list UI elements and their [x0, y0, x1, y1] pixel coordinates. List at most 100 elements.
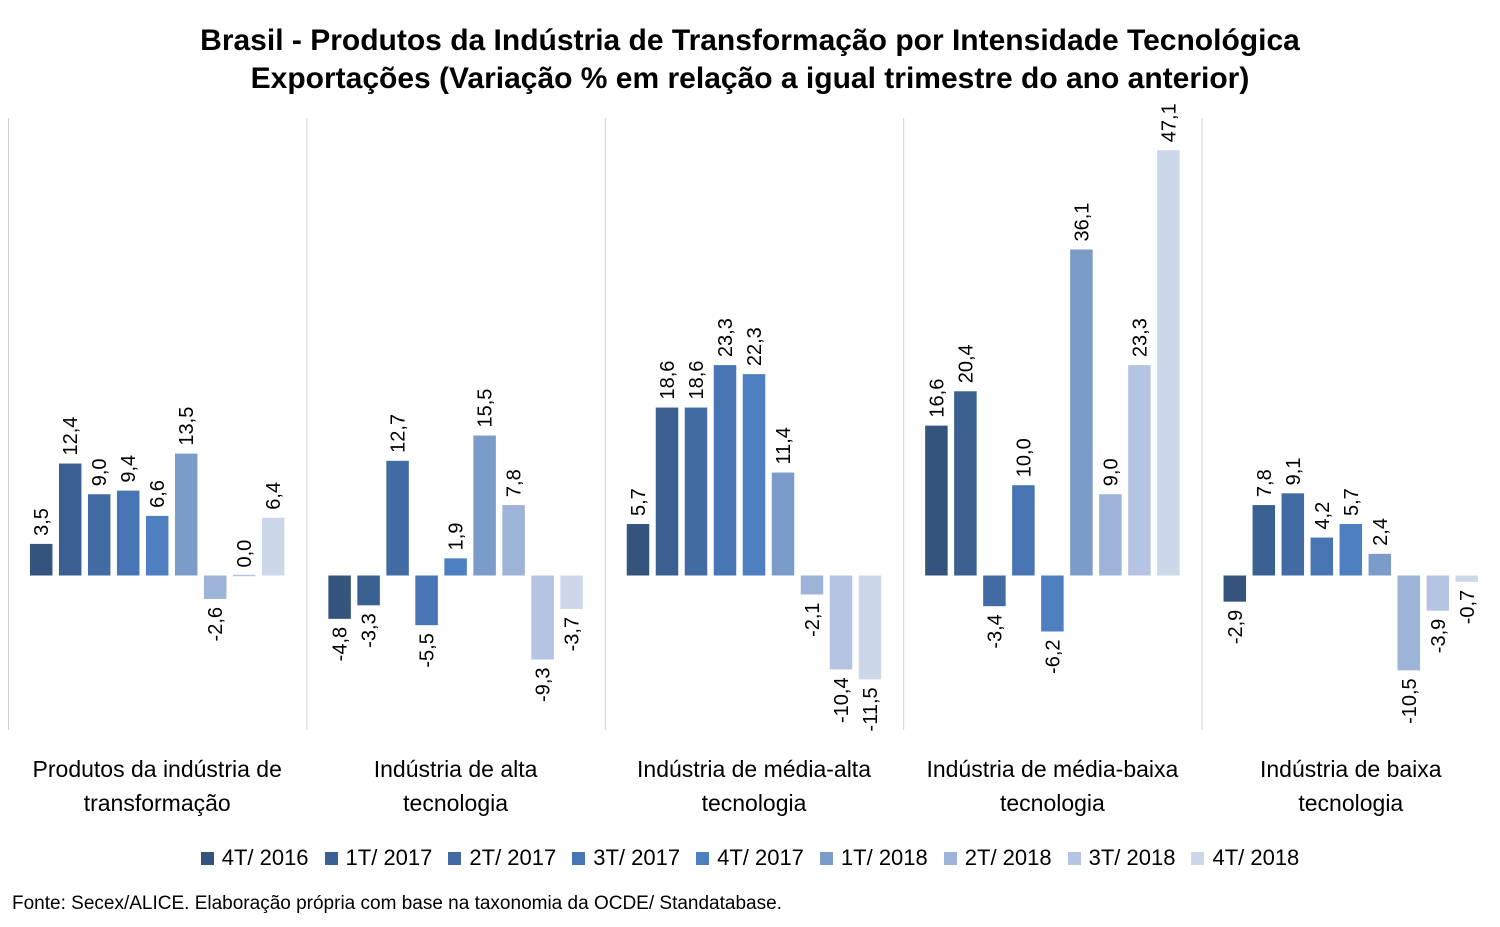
legend-label: 2T/ 2018 [964, 845, 1052, 870]
data-label: 23,3 [1129, 318, 1151, 357]
data-label: 20,4 [955, 344, 977, 383]
legend-swatch [572, 851, 586, 865]
bar [771, 472, 795, 576]
legend-label: 1T/ 2017 [345, 845, 433, 870]
bar [858, 575, 882, 680]
legend-label: 1T/ 2018 [840, 845, 928, 870]
data-label: -2,9 [1225, 610, 1247, 644]
legend-item: 2T/ 2017 [448, 845, 556, 871]
data-label: 7,8 [504, 469, 526, 497]
data-label: 11,4 [773, 427, 795, 464]
source-note: Fonte: Secex/ALICE. Elaboração própria c… [12, 893, 782, 914]
legend-label: 3T/ 2018 [1088, 845, 1176, 870]
bar [983, 575, 1006, 607]
data-label: 13,5 [176, 407, 198, 446]
legend-label: 2T/ 2017 [469, 845, 557, 870]
category-label: Indústria de média-baixa [926, 756, 1178, 782]
category-label: Indústria de média-alta [637, 756, 871, 782]
data-label: 7,8 [1254, 469, 1276, 497]
data-label: 23,3 [715, 318, 737, 357]
data-label: 16,6 [926, 379, 948, 418]
data-label: -3,4 [984, 614, 1006, 648]
bar [1397, 575, 1421, 671]
category-label: tecnologia [1298, 790, 1403, 816]
bar [386, 460, 409, 576]
bar [1157, 150, 1180, 576]
legend-label: 4T/ 2017 [717, 845, 804, 870]
bar [473, 435, 496, 576]
bar [261, 517, 285, 576]
data-label: 47,1 [1158, 103, 1180, 142]
legend-item: 3T/ 2017 [572, 845, 680, 871]
bar [684, 407, 708, 576]
bar [87, 494, 111, 576]
bar [502, 505, 525, 576]
legend-item: 3T/ 2018 [1067, 845, 1176, 871]
legend-label: 4T/ 2016 [221, 845, 309, 870]
legend-label: 4T/ 2018 [1212, 845, 1300, 870]
data-label: -3,9 [1428, 619, 1450, 653]
bar [1426, 575, 1450, 611]
data-label: 5,7 [1341, 488, 1363, 516]
data-label: -9,3 [533, 667, 555, 701]
data-label: 2,4 [1370, 518, 1392, 546]
bar [1041, 575, 1064, 632]
data-label: -11,5 [860, 687, 882, 731]
legend-item: 2T/ 2018 [943, 845, 1052, 871]
data-label: 15,5 [475, 389, 497, 428]
data-label: 36,1 [1071, 203, 1093, 242]
bar [1252, 505, 1276, 576]
bar [357, 575, 380, 606]
data-label: 12,7 [388, 414, 410, 453]
category-label: transformação [84, 790, 231, 816]
legend-swatch [324, 851, 338, 865]
bar [742, 374, 766, 576]
data-label: 10,0 [1013, 438, 1035, 477]
bar [626, 524, 650, 576]
category-label: Indústria de baixa [1260, 756, 1442, 782]
data-label: 9,0 [1100, 458, 1122, 486]
data-label: -6,2 [1042, 639, 1064, 673]
data-label: -3,3 [359, 613, 381, 647]
legend-swatch [1067, 851, 1081, 865]
bar [954, 391, 977, 576]
bar [232, 574, 256, 577]
bar [1070, 249, 1093, 576]
bar [1455, 575, 1479, 582]
bar [444, 558, 467, 576]
category-label: tecnologia [1000, 790, 1105, 816]
data-label: -10,4 [831, 677, 853, 723]
data-label: 3,5 [31, 508, 53, 536]
category-label: Indústria de alta [374, 756, 538, 782]
bar [58, 463, 82, 576]
data-label: -5,5 [417, 633, 439, 667]
chart-subtitle: Exportações (Variação % em relação a igu… [250, 62, 1250, 95]
bar [560, 575, 583, 609]
data-label: 18,6 [686, 361, 708, 400]
legend-swatch [819, 851, 833, 865]
data-label: -10,5 [1399, 678, 1421, 724]
bar [116, 490, 140, 576]
bar [655, 407, 679, 576]
legend-swatch [200, 851, 214, 865]
legend-item: 1T/ 2017 [324, 845, 433, 871]
data-label: 9,4 [118, 455, 140, 483]
legend-swatch [1191, 851, 1205, 865]
bar [174, 453, 198, 576]
bar [1368, 553, 1392, 576]
bar [29, 543, 53, 576]
bar [1339, 524, 1363, 576]
data-label: 18,6 [657, 361, 679, 400]
category-label: tecnologia [702, 790, 807, 816]
bar [328, 575, 351, 619]
bar [800, 575, 824, 595]
chart-plot: 3,5 12,4 9,0 9,4 6,6 13,5 -2,6 0,0 6,4 Produtos d… [8, 103, 1479, 816]
data-label: 6,4 [263, 482, 285, 510]
category-label: Produtos da indústria de [33, 756, 282, 782]
bar [1099, 494, 1122, 576]
chart-title: Brasil - Produtos da Indústria de Transf… [200, 24, 1300, 57]
chart-title-block: Brasil - Produtos da Indústria de Transf… [0, 22, 1500, 98]
legend-item: 4T/ 2018 [1191, 845, 1299, 871]
legend-swatch [943, 851, 957, 865]
data-label: 1,9 [446, 523, 468, 551]
